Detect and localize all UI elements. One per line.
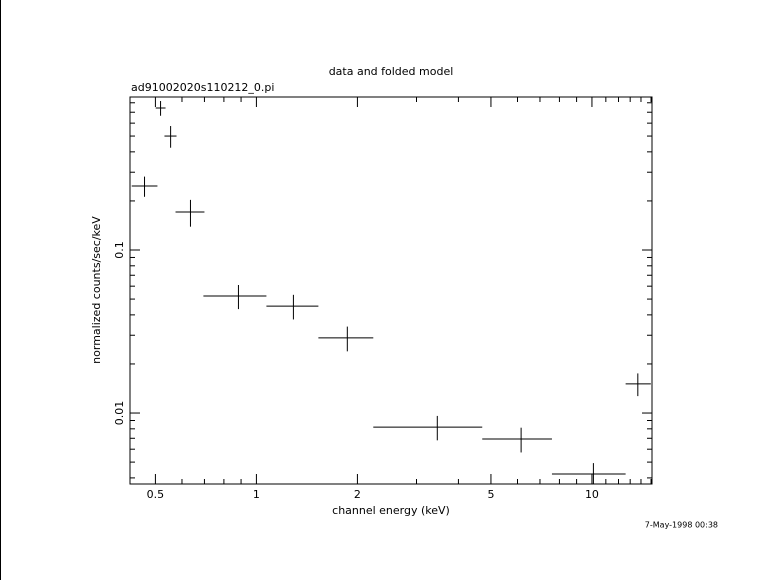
- x-tick-label: 0.5: [147, 488, 165, 501]
- x-tick-label: 5: [487, 488, 494, 501]
- x-tick-label: 10: [585, 488, 599, 501]
- x-tick-label: 1: [253, 488, 260, 501]
- timestamp: 7-May-1998 00:38: [645, 521, 718, 530]
- y-tick-label: 0.1: [113, 241, 126, 259]
- plot-frame: [129, 96, 653, 485]
- y-axis-label: normalized counts/sec/keV: [90, 216, 103, 364]
- x-tick-label: 2: [354, 488, 361, 501]
- y-tick-label: 0.01: [113, 401, 126, 426]
- chart-title: data and folded model: [329, 65, 454, 78]
- chart-subtitle: ad91002020s110212_0.pi: [131, 81, 274, 94]
- x-axis-label: channel energy (keV): [332, 504, 450, 517]
